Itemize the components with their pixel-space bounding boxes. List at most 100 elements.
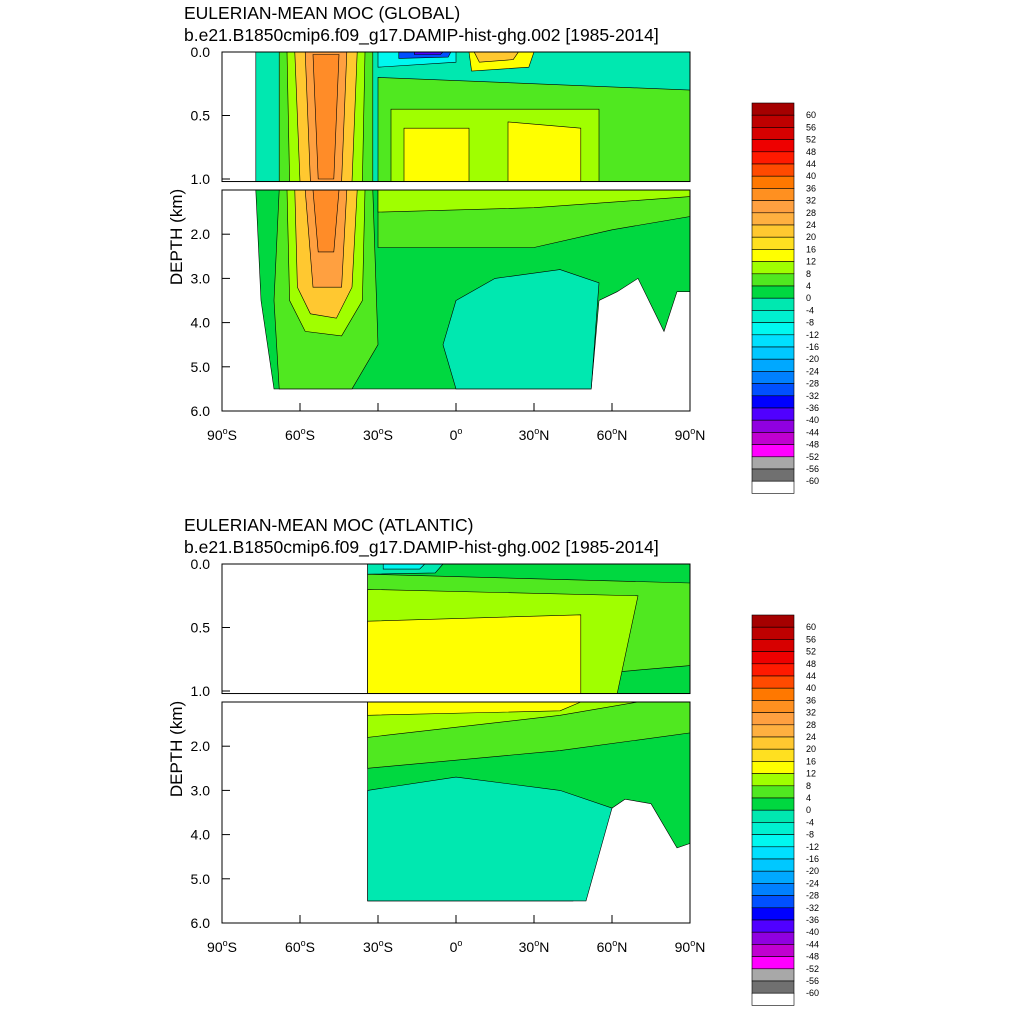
colorbar-swatch xyxy=(751,407,795,421)
colorbar-label: -48 xyxy=(806,440,819,450)
y-axis-label: DEPTH (km) xyxy=(167,701,186,797)
colorbar-swatch xyxy=(751,968,795,982)
colorbar-label: -56 xyxy=(806,464,819,474)
colorbar-swatch xyxy=(751,273,795,287)
colorbar-swatch xyxy=(751,614,795,628)
colorbar-swatch xyxy=(751,785,795,799)
colorbar-label: -24 xyxy=(806,878,819,888)
contour-fill xyxy=(507,121,582,182)
x-tick-label: 0o xyxy=(450,426,463,443)
colorbar-swatch xyxy=(751,188,795,201)
chart-subtitle: b.e21.B1850cmip6.f09_g17.DAMIP-hist-ghg.… xyxy=(184,25,659,45)
colorbar-swatch xyxy=(751,639,795,652)
colorbar-label: 20 xyxy=(806,232,816,242)
colorbar-swatch xyxy=(751,371,795,384)
colorbar-swatch xyxy=(751,297,795,311)
colorbar-swatch xyxy=(751,712,795,726)
colorbar-label: 56 xyxy=(806,634,816,644)
x-tick-label: 60oS xyxy=(285,426,315,443)
colorbar-swatch xyxy=(751,895,795,909)
colorbar-swatch xyxy=(751,175,795,189)
colorbar-swatch xyxy=(751,151,795,165)
atlantic-moc-panel: EULERIAN-MEAN MOC (ATLANTIC) b.e21.B1850… xyxy=(0,512,1024,1024)
y-tick-label: 4.0 xyxy=(191,315,211,331)
y-tick-label: 0.5 xyxy=(191,620,211,636)
colorbar-swatch xyxy=(751,870,795,884)
colorbar-swatch xyxy=(751,919,795,933)
colorbar-label: -28 xyxy=(806,891,819,901)
y-tick-label: 6.0 xyxy=(191,915,211,931)
colorbar-label: 8 xyxy=(806,269,811,279)
contour-fill xyxy=(382,563,426,570)
contour-fill xyxy=(442,269,600,390)
x-tick-label: 90oN xyxy=(675,938,706,955)
colorbar-label: 8 xyxy=(806,781,811,791)
colorbar-swatch xyxy=(751,261,795,275)
colorbar-label: -48 xyxy=(806,952,819,962)
colorbar-swatch xyxy=(751,456,795,470)
y-tick-label: 3.0 xyxy=(191,270,211,286)
colorbar-label: 28 xyxy=(806,208,816,218)
colorbar-swatch xyxy=(751,761,795,774)
colorbar-label: -52 xyxy=(806,964,819,974)
colorbar-swatch xyxy=(751,310,795,323)
colorbar-label: -16 xyxy=(806,854,819,864)
colorbar-label: -8 xyxy=(806,830,814,840)
colorbar-swatch xyxy=(751,931,795,945)
chart-subtitle: b.e21.B1850cmip6.f09_g17.DAMIP-hist-ghg.… xyxy=(184,537,659,557)
contour-fill xyxy=(367,614,582,694)
colorbar-swatch xyxy=(751,200,795,214)
x-tick-label: 90oN xyxy=(675,426,706,443)
colorbar-swatch xyxy=(751,956,795,970)
colorbar-swatch xyxy=(751,383,795,397)
colorbar-label: 4 xyxy=(806,793,811,803)
colorbar-swatch xyxy=(751,797,795,811)
colorbar-label: 0 xyxy=(806,293,811,303)
colorbar-label: -36 xyxy=(806,403,819,413)
colorbar-label: -24 xyxy=(806,366,819,376)
y-tick-label: 1.0 xyxy=(191,683,211,699)
colorbar-label: -52 xyxy=(806,452,819,462)
colorbar-swatch xyxy=(751,114,795,128)
colorbar-swatch xyxy=(751,626,795,640)
colorbar-swatch xyxy=(751,236,795,250)
colorbar-label: -20 xyxy=(806,866,819,876)
colorbar-label: 16 xyxy=(806,756,816,766)
y-tick-label: 2.0 xyxy=(191,738,211,754)
y-tick-label: 5.0 xyxy=(191,871,211,887)
colorbar-label: 28 xyxy=(806,720,816,730)
contour-fill xyxy=(367,776,613,902)
colorbar-label: 32 xyxy=(806,708,816,718)
colorbar-label: -12 xyxy=(806,330,819,340)
colorbar-label: 20 xyxy=(806,744,816,754)
y-axis-label: DEPTH (km) xyxy=(167,189,186,285)
colorbar-swatch xyxy=(751,346,795,360)
colorbar-label: -28 xyxy=(806,379,819,389)
x-tick-label: 60oN xyxy=(597,938,628,955)
upper-panel-frame xyxy=(221,51,691,183)
y-tick-label: 0.0 xyxy=(191,556,211,572)
y-tick-label: 4.0 xyxy=(191,827,211,843)
colorbar-label: -44 xyxy=(806,427,819,437)
atlantic-moc-plot: 0.0 0.5 1.0 2.0 3.0 4.0 5.0 6.0 DEPTH (km) 90oS 60… xyxy=(167,556,819,1006)
colorbar-swatch xyxy=(751,700,795,713)
colorbar-label: 40 xyxy=(806,683,816,693)
colorbar-swatch xyxy=(751,773,795,787)
x-tick-label: 90oS xyxy=(207,426,237,443)
colorbar-label: 56 xyxy=(806,122,816,132)
colorbar-label: -12 xyxy=(806,842,819,852)
contour-field xyxy=(367,563,691,902)
colorbar-swatch xyxy=(751,322,795,336)
colorbar-label: 12 xyxy=(806,257,816,267)
colorbar-label: -60 xyxy=(806,988,819,998)
colorbar-swatch xyxy=(751,809,795,823)
contour-fill xyxy=(403,127,470,182)
colorbar-label: 52 xyxy=(806,135,816,145)
colorbar-swatch xyxy=(751,907,795,921)
x-tick-label: 60oS xyxy=(285,938,315,955)
colorbar-label: -8 xyxy=(806,318,814,328)
colorbar-swatch xyxy=(751,224,795,238)
y-tick-label: 0.0 xyxy=(191,44,211,60)
colorbar-swatch xyxy=(751,834,795,848)
colorbar-label: -40 xyxy=(806,415,819,425)
